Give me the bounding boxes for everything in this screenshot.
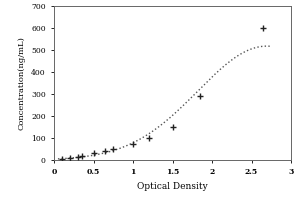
X-axis label: Optical Density: Optical Density [137, 182, 208, 191]
Y-axis label: Concentration(ng/mL): Concentration(ng/mL) [17, 36, 26, 130]
